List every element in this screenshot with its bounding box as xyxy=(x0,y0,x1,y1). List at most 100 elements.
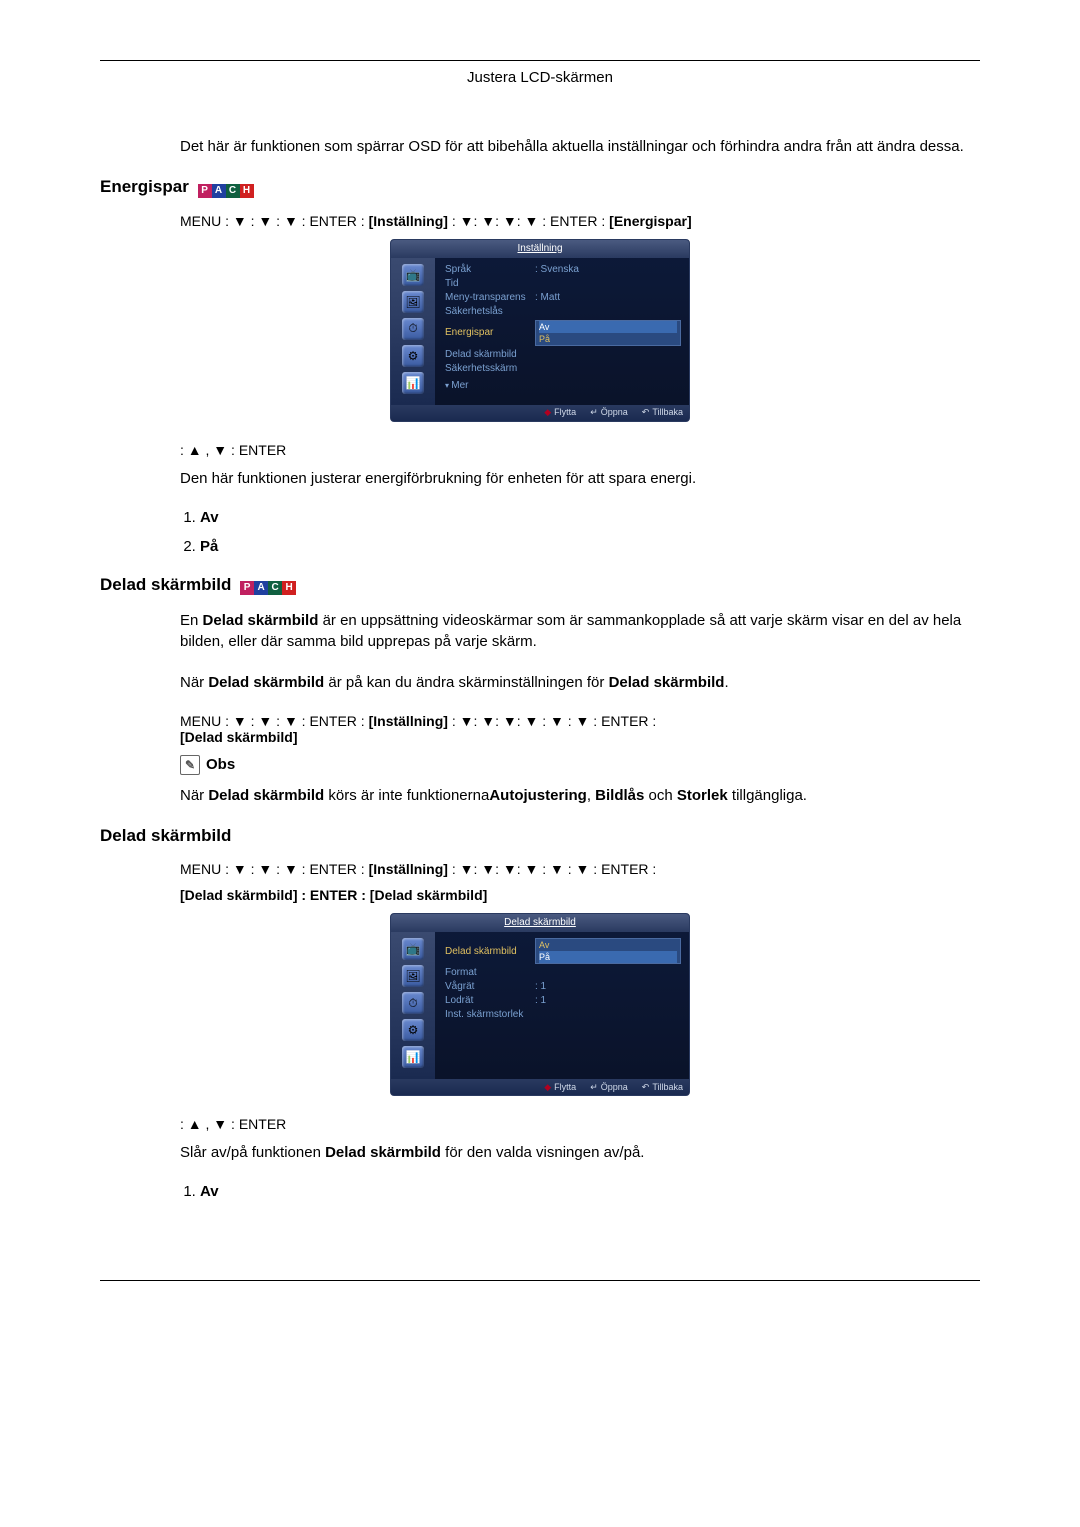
osd-lbl: Språk xyxy=(445,264,535,275)
nav-inst: [Inställning] xyxy=(369,213,448,229)
osd-footer-back: Tillbaka xyxy=(642,407,683,418)
nav-part: MENU : ▼ : ▼ : ▼ : ENTER : xyxy=(180,861,365,877)
t: Delad skärmbild xyxy=(208,674,324,691)
section2-nav: MENU : ▼ : ▼ : ▼ : ENTER : [Inställning]… xyxy=(180,713,980,745)
osd-lbl: Säkerhetsskärm xyxy=(445,363,535,374)
osd-lbl: Lodrät xyxy=(445,995,535,1006)
osd-opt: Av xyxy=(539,939,677,951)
osd-lbl: Tid xyxy=(445,278,535,289)
t: Delad skärmbild xyxy=(325,1144,441,1161)
osd-val: : 1 xyxy=(535,981,681,992)
osd-icon: 📺 xyxy=(402,938,424,960)
option-item: Av xyxy=(200,509,980,526)
section3-nav2: [Delad skärmbild] : ENTER : [Delad skärm… xyxy=(180,887,980,903)
section2-p3: När Delad skärmbild körs är inte funktio… xyxy=(180,785,980,806)
osd2-sidebar: 📺 🖼 ⏱ ⚙ 📊 xyxy=(391,932,435,1079)
osd-lbl: Meny-transparens xyxy=(445,292,535,303)
osd1-title: Inställning xyxy=(391,240,689,258)
osd-val: : Matt xyxy=(535,292,681,303)
nav-energ: [Energispar] xyxy=(609,213,691,229)
osd-mer: Mer xyxy=(445,380,681,391)
section2-title-text: Delad skärmbild xyxy=(100,575,231,594)
section1-postnav: : ▲ , ▼ : ENTER xyxy=(180,442,980,458)
section3-postnav: : ▲ , ▼ : ENTER xyxy=(180,1116,980,1132)
t: , xyxy=(587,787,595,804)
pach-badge: PACH xyxy=(240,575,296,595)
t: En xyxy=(180,612,203,629)
t: och xyxy=(644,787,677,804)
nav-part: MENU : ▼ : ▼ : ▼ : ENTER : xyxy=(180,213,365,229)
section1-options: Av På xyxy=(180,509,980,555)
section1-title-text: Energispar xyxy=(100,177,189,196)
osd-lbl: Delad skärmbild xyxy=(445,349,535,360)
osd-icon: 📊 xyxy=(402,1046,424,1068)
osd-icon: 📺 xyxy=(402,264,424,286)
pach-p: P xyxy=(240,581,254,595)
osd-opt: På xyxy=(539,951,677,963)
pach-h: H xyxy=(282,581,296,595)
osd-dropdown: Av På xyxy=(535,320,681,346)
osd-icon: ⏱ xyxy=(402,318,424,340)
pach-p: P xyxy=(198,184,212,198)
osd1-main: Språk: Svenska Tid Meny-transparens: Mat… xyxy=(435,258,689,405)
osd-dropdown: Av På xyxy=(535,938,681,964)
osd-val: : 1 xyxy=(535,995,681,1006)
nav-part: : ▼: ▼: ▼: ▼ : ▼ : ▼ : ENTER : xyxy=(452,861,657,877)
t: Storlek xyxy=(677,787,728,804)
osd-opt: På xyxy=(539,333,677,345)
option-av: Av xyxy=(200,509,219,526)
t: Delad skärmbild xyxy=(208,787,324,804)
osd-lbl: Format xyxy=(445,967,535,978)
t: är på kan du ändra skärminställningen fö… xyxy=(324,674,608,691)
intro-text: Det här är funktionen som spärrar OSD fö… xyxy=(180,136,980,157)
t: Bildlås xyxy=(595,787,644,804)
nav-part: : ▼: ▼: ▼: ▼ : ▼ : ▼ : ENTER : xyxy=(452,713,657,729)
option-pa: På xyxy=(200,538,218,555)
osd-lbl: Säkerhetslås xyxy=(445,306,535,317)
section2-p2: När Delad skärmbild är på kan du ändra s… xyxy=(180,672,980,693)
t: När xyxy=(180,674,208,691)
nav-part: : ▼: ▼: ▼: ▼ : ENTER : xyxy=(452,213,605,229)
section2-title: Delad skärmbild PACH xyxy=(100,575,980,596)
osd-footer-move: Flytta xyxy=(544,1082,576,1093)
section3-nav1: MENU : ▼ : ▼ : ▼ : ENTER : [Inställning]… xyxy=(180,861,980,877)
section2-p1: En Delad skärmbild är en uppsättning vid… xyxy=(180,610,980,652)
osd-icon: ⏱ xyxy=(402,992,424,1014)
osd-lbl: Vågrät xyxy=(445,981,535,992)
pach-a: A xyxy=(212,184,226,198)
option-item: Av xyxy=(200,1183,980,1200)
pach-c: C xyxy=(226,184,240,198)
osd-screenshot-1: Inställning 📺 🖼 ⏱ ⚙ 📊 Språk: Svenska Tid… xyxy=(390,239,690,422)
osd2-main: Delad skärmbild Av På Format Vågrät: 1 L… xyxy=(435,932,689,1079)
t: Autojustering xyxy=(489,787,587,804)
t: Delad skärmbild xyxy=(203,612,319,629)
pach-c: C xyxy=(268,581,282,595)
t: När xyxy=(180,787,208,804)
t: för den valda visningen av/på. xyxy=(441,1144,644,1161)
section1-desc: Den här funktionen justerar energiförbru… xyxy=(180,468,980,489)
osd-opt: Av xyxy=(539,321,677,333)
nav-end: [Delad skärmbild] : ENTER : [Delad skärm… xyxy=(180,887,487,903)
option-item: På xyxy=(200,538,980,555)
osd1-footer: Flytta Öppna Tillbaka xyxy=(391,405,689,421)
osd-footer-open: Öppna xyxy=(590,407,628,418)
osd-icon: ⚙ xyxy=(402,345,424,367)
t: Slår av/på funktionen xyxy=(180,1144,325,1161)
t: Delad skärmbild xyxy=(609,674,725,691)
osd-lbl: Inst. skärmstorlek xyxy=(445,1009,535,1020)
nav-end: [Delad skärmbild] xyxy=(180,729,297,745)
osd-icon: 🖼 xyxy=(402,965,424,987)
section3-p1: Slår av/på funktionen Delad skärmbild fö… xyxy=(180,1142,980,1163)
section3-title: Delad skärmbild xyxy=(100,826,980,846)
osd1-sidebar: 📺 🖼 ⏱ ⚙ 📊 xyxy=(391,258,435,405)
osd2-footer: Flytta Öppna Tillbaka xyxy=(391,1079,689,1095)
pach-a: A xyxy=(254,581,268,595)
nav-inst: [Inställning] xyxy=(369,861,448,877)
option-av: Av xyxy=(200,1183,219,1200)
obs-label: Obs xyxy=(180,755,980,775)
t: . xyxy=(724,674,728,691)
osd-footer-move: Flytta xyxy=(544,407,576,418)
nav-inst: [Inställning] xyxy=(369,713,448,729)
osd-screenshot-2: Delad skärmbild 📺 🖼 ⏱ ⚙ 📊 Delad skärmbil… xyxy=(390,913,690,1096)
osd-icon: 🖼 xyxy=(402,291,424,313)
